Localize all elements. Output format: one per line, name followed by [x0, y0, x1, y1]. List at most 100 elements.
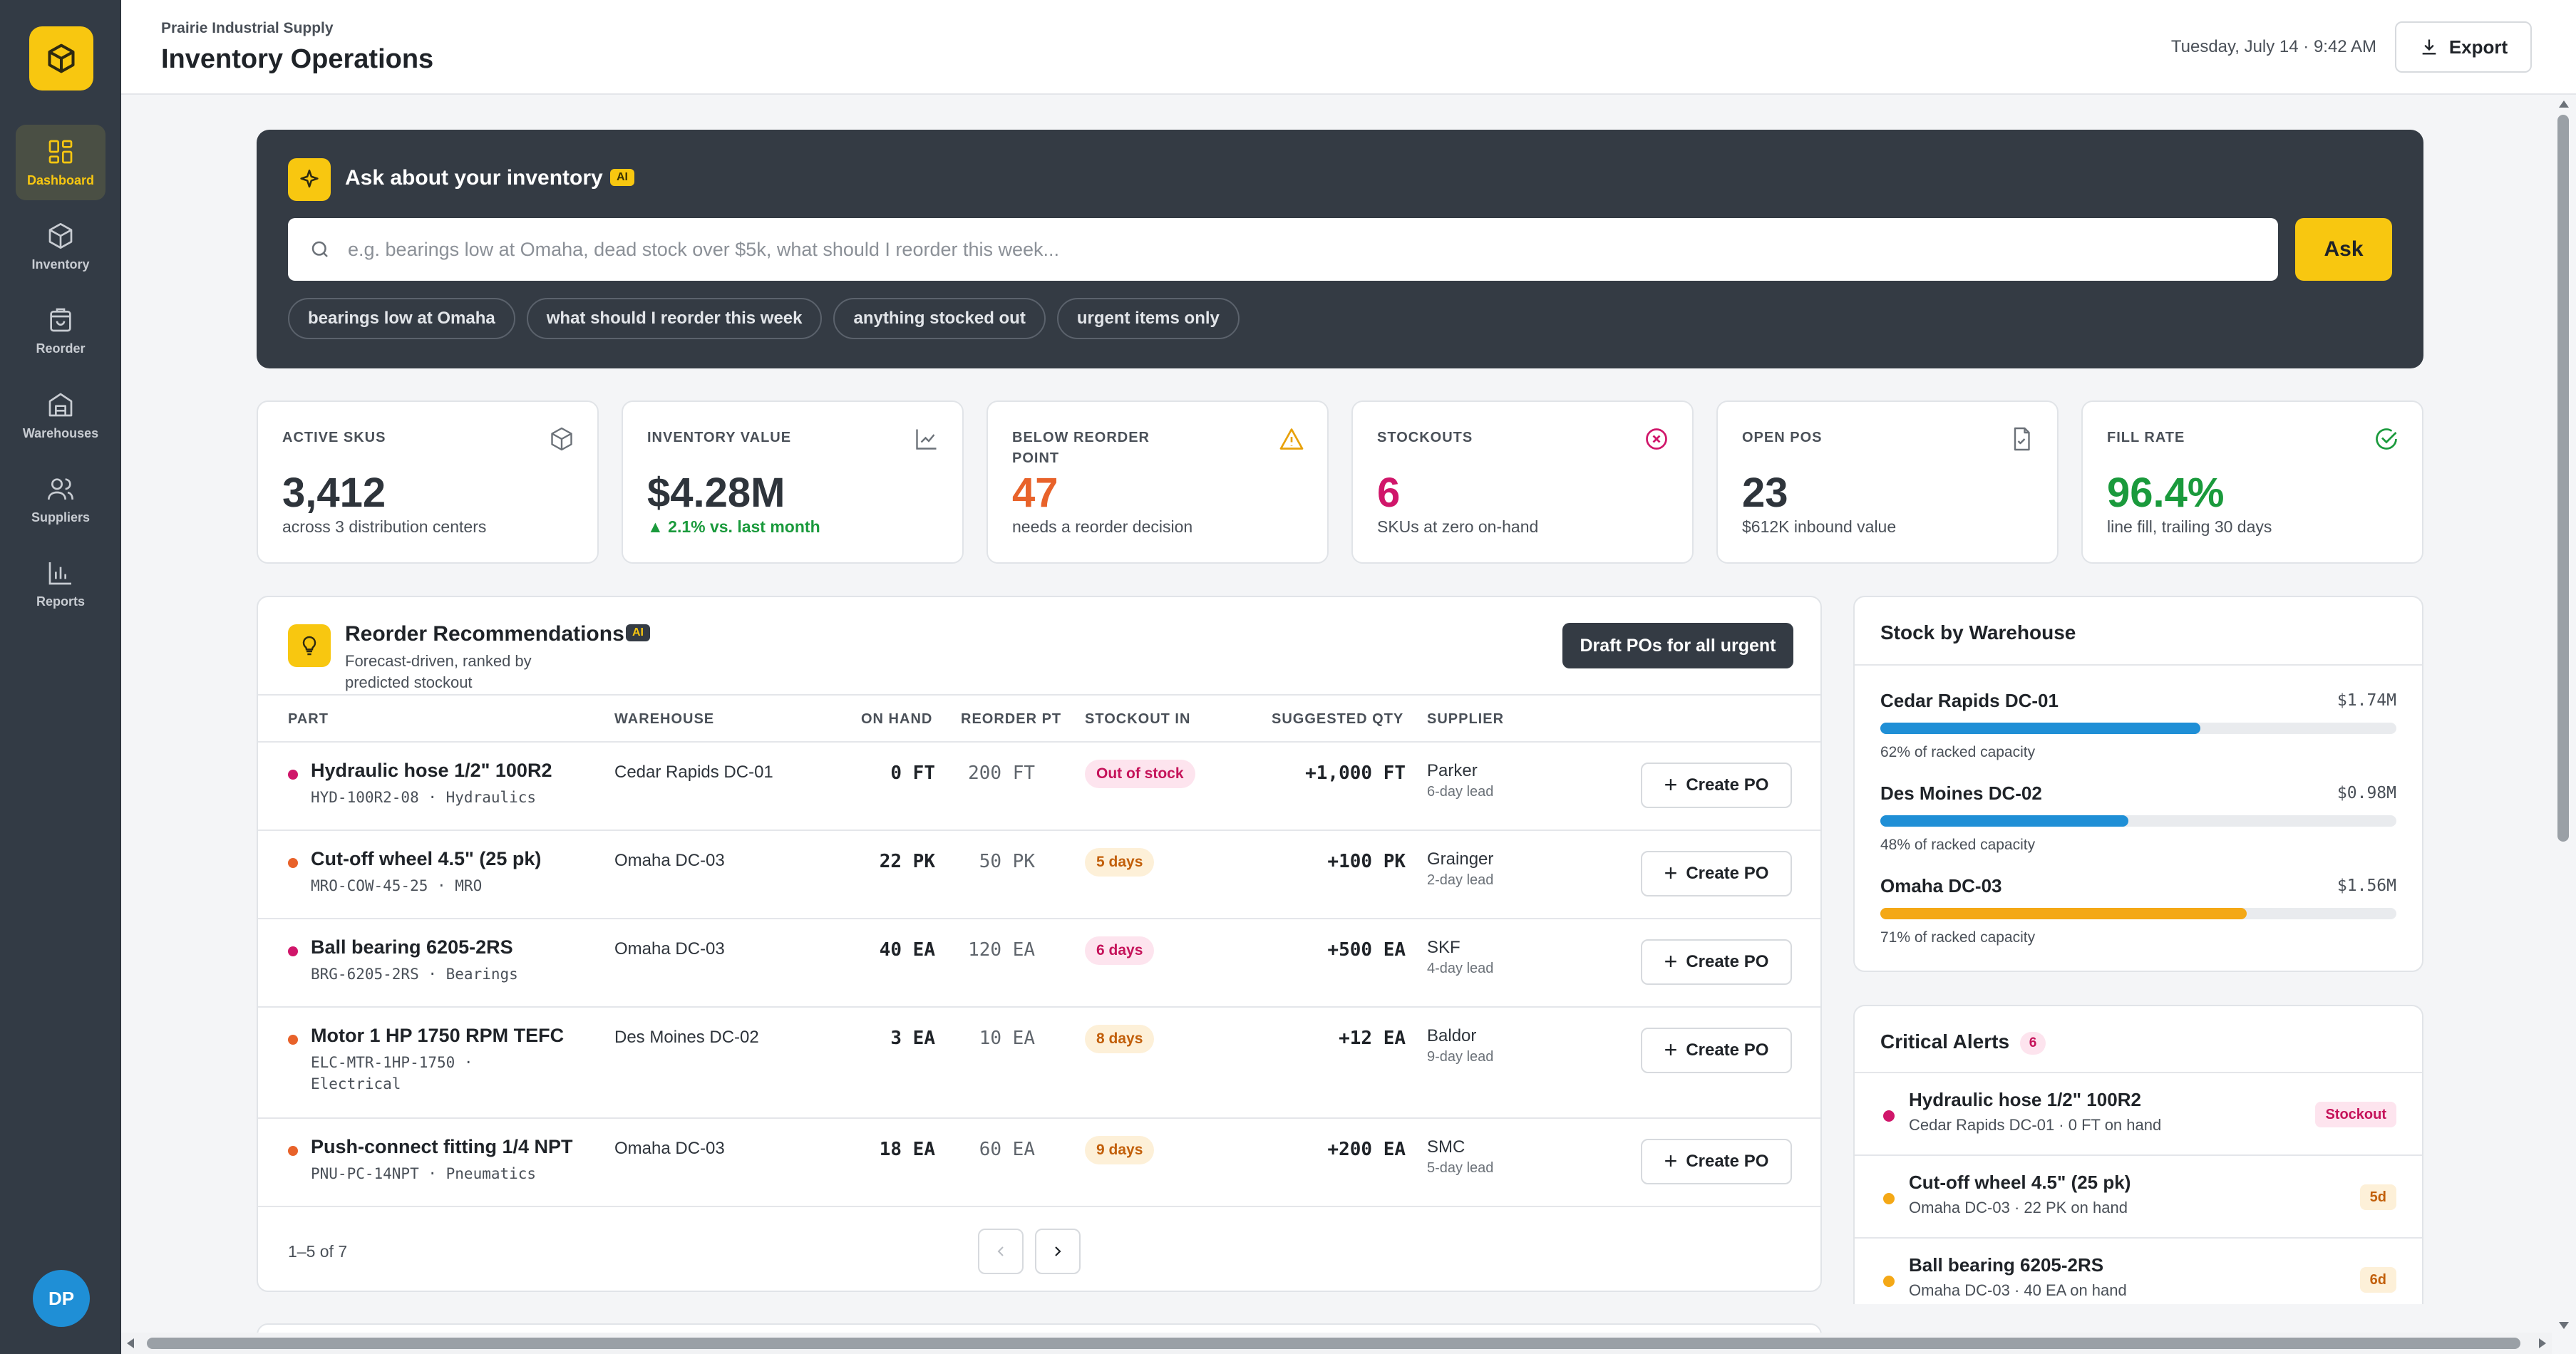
kpi-card-stockouts[interactable]: STOCKOUTS 6 SKUs at zero on-hand: [1351, 400, 1694, 564]
horizontal-scrollbar-thumb[interactable]: [147, 1338, 2520, 1349]
table-row[interactable]: Hydraulic hose 1/2" 100R2 HYD-100R2-08 ·…: [258, 743, 1820, 831]
plus-icon: +: [1664, 1036, 1678, 1063]
part-name: Hydraulic hose 1/2" 100R2: [311, 760, 552, 781]
table-header: PART WAREHOUSE ON HAND REORDER PT STOCKO…: [258, 694, 1820, 743]
sidebar-item-label: Dashboard: [26, 172, 95, 187]
warning-icon: [1279, 428, 1304, 450]
alert-meta: Omaha DC-03 · 40 EA on hand: [1909, 1281, 2127, 1299]
create-po-label: Create PO: [1686, 1152, 1769, 1171]
create-po-button[interactable]: + Create PO: [1641, 939, 1792, 985]
sidebar-item-label: Reorder: [36, 341, 86, 356]
avatar[interactable]: DP: [33, 1270, 90, 1327]
scroll-up-arrow-icon[interactable]: [2559, 100, 2569, 108]
pagination-info: 1–5 of 7: [288, 1242, 348, 1261]
search-icon: [311, 241, 328, 257]
table-row[interactable]: Cut-off wheel 4.5" (25 pk) MRO-COW-45-25…: [258, 831, 1820, 919]
kpi-value: 6: [1377, 470, 1401, 516]
column-header-suggested-qty[interactable]: SUGGESTED QTY: [1272, 711, 1404, 727]
horizontal-scrollbar[interactable]: [121, 1333, 2552, 1354]
kpi-card-below-reorder[interactable]: BELOW REORDER POINT 47 needs a reorder d…: [986, 400, 1329, 564]
table-row[interactable]: Ball bearing 6205-2RS BRG-6205-2RS · Bea…: [258, 919, 1820, 1008]
column-header-reorder-pt[interactable]: REORDER PT: [961, 711, 1062, 727]
table-row[interactable]: Push-connect fitting 1/4 NPT PNU-PC-14NP…: [258, 1119, 1820, 1207]
kpi-card-active-skus[interactable]: ACTIVE SKUS 3,412 across 3 distribution …: [257, 400, 599, 564]
column-header-warehouse[interactable]: WAREHOUSE: [614, 711, 715, 727]
alert-part-name: Hydraulic hose 1/2" 100R2: [1909, 1089, 2141, 1110]
scroll-down-arrow-icon[interactable]: [2559, 1322, 2569, 1329]
on-hand-value: 40 EA: [879, 939, 935, 961]
ask-button[interactable]: Ask: [2295, 218, 2392, 281]
on-hand-value: 18 EA: [879, 1139, 935, 1160]
suggestion-chip[interactable]: bearings low at Omaha: [288, 298, 515, 339]
column-header-supplier[interactable]: SUPPLIER: [1427, 711, 1505, 727]
kpi-label: BELOW REORDER POINT: [1012, 430, 1150, 466]
create-po-button[interactable]: + Create PO: [1641, 1028, 1792, 1073]
stockout-badge: 9 days: [1085, 1136, 1155, 1164]
column-header-on-hand[interactable]: ON HAND: [861, 711, 933, 727]
kpi-card-fill-rate[interactable]: FILL RATE 96.4% line fill, trailing 30 d…: [2081, 400, 2423, 564]
scroll-right-arrow-icon[interactable]: [2539, 1338, 2546, 1348]
critical-alerts-card: Critical Alerts 6 Hydraulic hose 1/2" 10…: [1853, 1005, 2423, 1304]
alert-meta: Cedar Rapids DC-01 · 0 FT on hand: [1909, 1116, 2162, 1134]
suggested-qty: +500 EA: [1327, 939, 1406, 961]
box-icon: [551, 427, 572, 451]
create-po-button[interactable]: + Create PO: [1641, 851, 1792, 896]
scroll-left-arrow-icon[interactable]: [127, 1338, 134, 1348]
part-category: Electrical: [311, 1075, 401, 1092]
kpi-subtext: SKUs at zero on-hand: [1377, 517, 1539, 536]
capacity-label: 71% of racked capacity: [1880, 929, 2036, 946]
chevron-right-icon: [1055, 1246, 1061, 1256]
column-header-part[interactable]: PART: [288, 711, 329, 727]
kpi-label: OPEN POS: [1742, 430, 1823, 445]
alert-tag: Stockout: [2315, 1102, 2396, 1127]
reorder-recommendations-card: Reorder Recommendations AI Forecast-driv…: [257, 596, 1822, 1292]
suggestion-chip[interactable]: what should I reorder this week: [526, 298, 823, 339]
table-row[interactable]: Motor 1 HP 1750 RPM TEFC ELC-MTR-1HP-175…: [258, 1008, 1820, 1119]
plus-icon: +: [1664, 771, 1678, 797]
on-hand-value: 3 EA: [890, 1028, 935, 1049]
sidebar-item-warehouses[interactable]: Warehouses: [16, 378, 105, 453]
next-page-button[interactable]: [1035, 1229, 1081, 1274]
part-sku: ELC-MTR-1HP-1750 ·: [311, 1054, 473, 1071]
app-logo[interactable]: [29, 26, 93, 91]
sidebar-item-reorder[interactable]: Reorder: [16, 293, 105, 368]
sidebar: Dashboard Inventory Reorder Warehouses S…: [0, 0, 121, 1354]
alert-item[interactable]: Cut-off wheel 4.5" (25 pk) Omaha DC-03 ·…: [1855, 1156, 2422, 1239]
alert-item[interactable]: Hydraulic hose 1/2" 100R2 Cedar Rapids D…: [1855, 1073, 2422, 1156]
draft-pos-button[interactable]: Draft POs for all urgent: [1562, 623, 1793, 668]
ai-search-panel: Ask about your inventory AI Ask bearings…: [257, 130, 2423, 368]
create-po-button[interactable]: + Create PO: [1641, 1139, 1792, 1184]
alert-item[interactable]: Ball bearing 6205-2RS Omaha DC-03 · 40 E…: [1855, 1239, 2422, 1304]
export-button[interactable]: Export: [2395, 21, 2532, 73]
sidebar-item-reports[interactable]: Reports: [16, 546, 105, 621]
alerts-card-title: Critical Alerts: [1880, 1030, 2010, 1053]
suggestion-chip[interactable]: urgent items only: [1056, 298, 1240, 339]
vertical-scrollbar[interactable]: [2552, 95, 2576, 1343]
severity-dot: [288, 946, 298, 956]
capacity-bar-fill: [1880, 815, 2128, 827]
bar-chart-icon: [48, 562, 71, 584]
kpi-value: 47: [1012, 470, 1058, 516]
sidebar-item-dashboard[interactable]: Dashboard: [16, 125, 105, 200]
sidebar-item-suppliers[interactable]: Suppliers: [16, 462, 105, 537]
prev-page-button[interactable]: [978, 1229, 1024, 1274]
ai-search-input[interactable]: [348, 238, 2201, 261]
supplier-lead: 5-day lead: [1427, 1160, 1494, 1176]
vertical-scrollbar-thumb[interactable]: [2557, 115, 2569, 842]
ai-search-field[interactable]: [288, 218, 2278, 281]
kpi-card-inventory-value[interactable]: INVENTORY VALUE $4.28M ▲ 2.1% vs. last m…: [622, 400, 964, 564]
sidebar-item-inventory[interactable]: Inventory: [16, 209, 105, 284]
kpi-card-open-pos[interactable]: OPEN POS 23 $612K inbound value: [1716, 400, 2059, 564]
supplier-name: Baldor: [1427, 1026, 1477, 1045]
page-title: Inventory Operations: [161, 44, 434, 74]
reorder-point-value: 10 EA: [979, 1028, 1035, 1049]
kpi-label: ACTIVE SKUS: [282, 430, 386, 445]
column-header-stockout-in[interactable]: STOCKOUT IN: [1085, 711, 1191, 727]
suggestion-chip[interactable]: anything stocked out: [833, 298, 1046, 339]
supplier-name: Parker: [1427, 761, 1478, 780]
supplier-name: Grainger: [1427, 849, 1494, 869]
check-circle-icon: [2376, 428, 2397, 450]
capacity-bar-fill: [1880, 723, 2200, 734]
create-po-button[interactable]: + Create PO: [1641, 763, 1792, 808]
reorder-title: Reorder Recommendations: [345, 622, 624, 646]
